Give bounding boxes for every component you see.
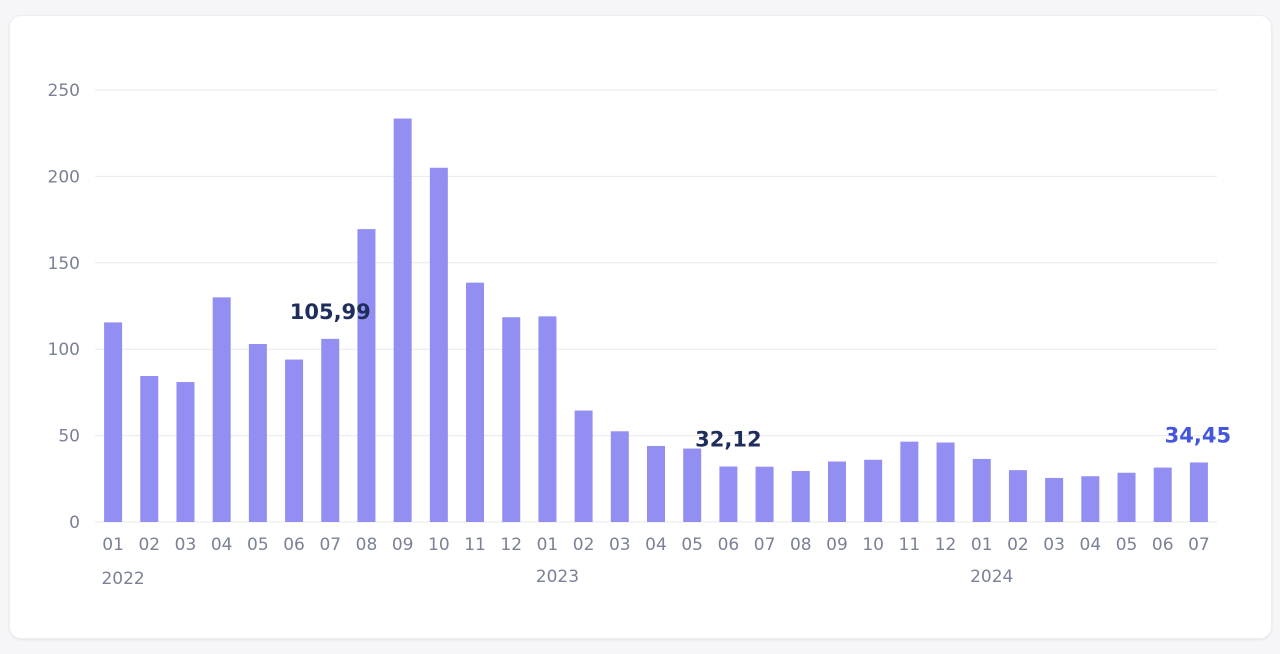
bar bbox=[357, 229, 376, 522]
x-tick-label: 04 bbox=[645, 535, 667, 555]
bar bbox=[791, 471, 810, 522]
x-tick-label: 11 bbox=[899, 535, 921, 555]
x-tick-label: 08 bbox=[790, 535, 812, 555]
bar bbox=[502, 317, 521, 522]
x-tick-label: 04 bbox=[1080, 535, 1102, 555]
x-tick-label: 09 bbox=[392, 535, 414, 555]
bar bbox=[864, 459, 883, 522]
y-tick-label: 250 bbox=[48, 81, 80, 101]
x-tick-label: 11 bbox=[464, 535, 486, 555]
x-tick-label: 08 bbox=[356, 535, 378, 555]
y-tick-label: 50 bbox=[58, 427, 80, 447]
bar bbox=[1117, 472, 1136, 522]
bar bbox=[647, 445, 665, 522]
bar bbox=[1153, 467, 1172, 522]
bar bbox=[429, 167, 448, 522]
data-label: 105,99 bbox=[290, 300, 371, 324]
x-tick-label: 07 bbox=[319, 535, 341, 555]
x-tick-label: 03 bbox=[1043, 535, 1065, 555]
bar bbox=[610, 431, 629, 522]
x-tick-label: 03 bbox=[609, 535, 631, 555]
bar bbox=[827, 461, 846, 522]
bar bbox=[1081, 476, 1100, 522]
x-tick-label: 06 bbox=[1152, 535, 1174, 555]
bar bbox=[285, 359, 304, 522]
x-tick-label: 05 bbox=[247, 535, 269, 555]
x-tick-label: 01 bbox=[537, 535, 559, 555]
x-tick-label: 01 bbox=[971, 535, 993, 555]
bar bbox=[719, 466, 738, 522]
bar bbox=[248, 344, 267, 522]
x-tick-label: 05 bbox=[681, 535, 703, 555]
x-tick-label: 06 bbox=[718, 535, 740, 555]
x-tick-label: 12 bbox=[500, 535, 522, 555]
x-tick-label: 02 bbox=[573, 535, 595, 555]
bar bbox=[900, 441, 919, 522]
x-tick-label: 07 bbox=[754, 535, 776, 555]
y-tick-label: 200 bbox=[48, 167, 80, 187]
bar bbox=[466, 282, 485, 522]
year-label: 2024 bbox=[970, 567, 1013, 587]
bar bbox=[972, 458, 991, 522]
bar bbox=[683, 448, 702, 522]
y-tick-label: 150 bbox=[48, 254, 80, 274]
x-tick-label: 06 bbox=[283, 535, 305, 555]
bar bbox=[321, 338, 340, 522]
year-label: 2022 bbox=[101, 569, 144, 589]
bar bbox=[176, 382, 195, 522]
x-tick-label: 10 bbox=[428, 535, 450, 555]
x-tick-label: 02 bbox=[1007, 535, 1029, 555]
bar bbox=[393, 118, 412, 523]
bar bbox=[574, 410, 593, 522]
bar bbox=[1045, 477, 1064, 522]
bar bbox=[755, 466, 774, 522]
bar bbox=[1189, 462, 1208, 522]
bar bbox=[104, 322, 123, 522]
bar bbox=[212, 297, 231, 522]
year-label: 2023 bbox=[536, 567, 579, 587]
x-tick-label: 09 bbox=[826, 535, 848, 555]
x-tick-label: 05 bbox=[1116, 535, 1138, 555]
x-tick-label: 10 bbox=[862, 535, 884, 555]
y-tick-label: 100 bbox=[48, 340, 80, 360]
x-tick-label: 12 bbox=[935, 535, 957, 555]
data-label: 32,12 bbox=[695, 427, 761, 451]
bar bbox=[140, 375, 159, 522]
x-tick-label: 07 bbox=[1188, 535, 1210, 555]
bar bbox=[538, 316, 557, 522]
x-tick-label: 01 bbox=[102, 535, 124, 555]
y-tick-label: 0 bbox=[69, 513, 80, 533]
x-tick-label: 02 bbox=[138, 535, 160, 555]
data-label: 34,45 bbox=[1165, 423, 1231, 447]
x-tick-label: 04 bbox=[211, 535, 233, 555]
bar bbox=[936, 442, 955, 522]
x-tick-label: 03 bbox=[175, 535, 197, 555]
bar bbox=[1008, 470, 1027, 522]
